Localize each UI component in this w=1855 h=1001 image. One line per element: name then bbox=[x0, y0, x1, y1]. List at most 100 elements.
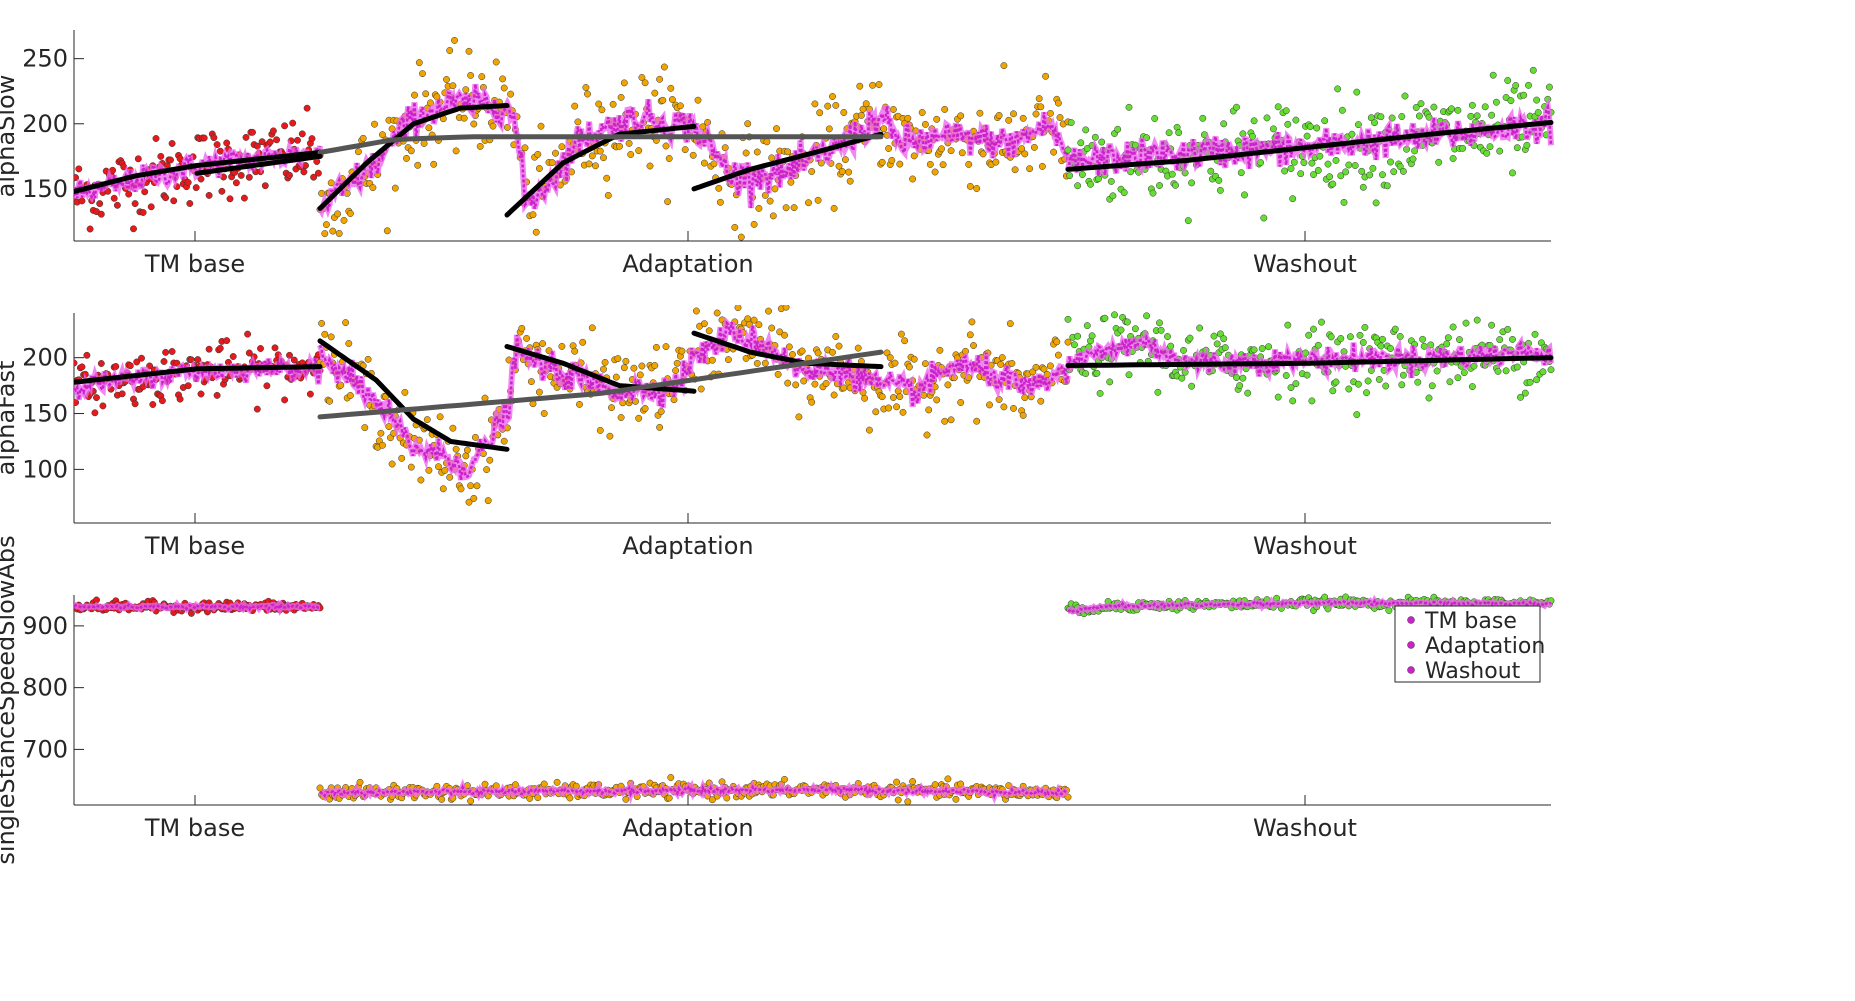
data-point bbox=[973, 185, 981, 192]
data-point bbox=[1473, 112, 1481, 120]
data-point bbox=[1021, 394, 1029, 402]
data-point bbox=[1151, 115, 1159, 122]
data-point bbox=[1523, 141, 1531, 149]
data-point bbox=[1351, 162, 1359, 169]
data-point bbox=[829, 348, 836, 356]
data-point bbox=[534, 150, 542, 158]
data-point bbox=[1064, 315, 1072, 323]
data-point bbox=[931, 781, 939, 789]
data-point bbox=[467, 797, 475, 805]
data-point bbox=[781, 775, 788, 783]
data-point bbox=[1180, 346, 1187, 354]
data-point bbox=[609, 100, 617, 108]
data-point bbox=[822, 380, 830, 387]
data-point bbox=[672, 367, 680, 375]
data-point bbox=[157, 152, 165, 160]
data-point bbox=[896, 393, 904, 401]
data-point bbox=[1361, 323, 1369, 331]
data-point bbox=[1053, 338, 1061, 346]
fit-line bbox=[317, 103, 510, 211]
data-point bbox=[184, 382, 192, 390]
data-point bbox=[298, 130, 306, 138]
data-point bbox=[660, 63, 668, 71]
data-point bbox=[1282, 107, 1290, 115]
legend-entry: Washout bbox=[1425, 659, 1521, 684]
data-point bbox=[1534, 109, 1542, 116]
data-point bbox=[1210, 332, 1218, 340]
data-point bbox=[414, 161, 422, 169]
data-point bbox=[327, 333, 335, 341]
data-point bbox=[1168, 170, 1176, 178]
data-point bbox=[921, 120, 929, 128]
data-point bbox=[753, 148, 761, 156]
data-point bbox=[1459, 144, 1467, 152]
data-point bbox=[1531, 330, 1539, 338]
data-point bbox=[1172, 181, 1179, 189]
data-point bbox=[1390, 168, 1398, 176]
data-point bbox=[1359, 339, 1367, 346]
data-point bbox=[266, 138, 274, 146]
fit-line bbox=[504, 123, 697, 218]
data-point bbox=[1539, 368, 1547, 376]
data-point bbox=[1303, 132, 1311, 140]
data-point bbox=[446, 47, 454, 54]
data-point bbox=[998, 354, 1006, 362]
data-point bbox=[944, 775, 952, 783]
data-point bbox=[452, 147, 460, 155]
data-point bbox=[1337, 172, 1345, 180]
data-point bbox=[1111, 311, 1118, 319]
data-point bbox=[534, 794, 542, 802]
data-point bbox=[281, 122, 289, 130]
data-point bbox=[1415, 112, 1423, 120]
data-point bbox=[705, 327, 713, 335]
data-point bbox=[186, 200, 194, 207]
data-point bbox=[1157, 326, 1165, 334]
data-point bbox=[1448, 105, 1455, 113]
data-point bbox=[78, 363, 86, 371]
data-point bbox=[96, 200, 104, 208]
data-point bbox=[1239, 374, 1247, 382]
plot-area bbox=[74, 36, 1555, 241]
data-point bbox=[656, 423, 664, 431]
data-point bbox=[832, 333, 840, 340]
data-point bbox=[1164, 333, 1171, 340]
data-point bbox=[814, 196, 822, 204]
data-point bbox=[1449, 155, 1457, 162]
data-point bbox=[535, 165, 543, 172]
data-point bbox=[253, 142, 261, 150]
data-point bbox=[1492, 98, 1500, 106]
data-point bbox=[1446, 378, 1454, 386]
data-point bbox=[832, 101, 840, 109]
data-point bbox=[830, 391, 838, 399]
y-tick-label: 100 bbox=[22, 455, 68, 483]
data-point bbox=[763, 138, 771, 146]
data-point bbox=[470, 120, 478, 128]
data-point bbox=[1496, 147, 1504, 155]
data-point bbox=[1314, 341, 1322, 349]
data-point bbox=[314, 169, 322, 177]
panel-alphafast: 100 150 200 TM base Adaptation Washout alphaFa… bbox=[0, 305, 1555, 560]
data-point bbox=[997, 360, 1005, 368]
data-point bbox=[356, 778, 364, 786]
data-point bbox=[346, 392, 354, 399]
data-point bbox=[213, 141, 221, 149]
data-point bbox=[697, 385, 705, 393]
series-0 bbox=[74, 596, 324, 617]
data-point bbox=[1221, 344, 1229, 352]
data-point bbox=[933, 115, 941, 123]
data-point bbox=[782, 204, 790, 212]
data-point bbox=[1327, 333, 1335, 341]
data-point bbox=[286, 171, 293, 179]
data-point bbox=[761, 359, 769, 367]
data-point bbox=[566, 794, 574, 802]
smoothed-trace bbox=[1066, 333, 1553, 378]
series-0 bbox=[74, 104, 324, 233]
data-point bbox=[1483, 149, 1491, 157]
data-point bbox=[1509, 169, 1516, 177]
data-point bbox=[1430, 103, 1438, 111]
data-point bbox=[816, 109, 824, 117]
data-point bbox=[947, 147, 955, 155]
data-point bbox=[1329, 387, 1337, 395]
data-point bbox=[1284, 321, 1292, 329]
data-point bbox=[138, 354, 145, 362]
